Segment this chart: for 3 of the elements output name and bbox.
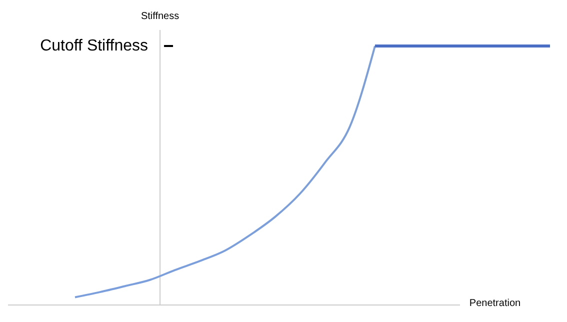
x-axis-title: Penetration xyxy=(469,298,521,309)
y-axis-title: Stiffness xyxy=(140,11,180,22)
annotation: Cutoff Stiffness xyxy=(40,38,148,54)
